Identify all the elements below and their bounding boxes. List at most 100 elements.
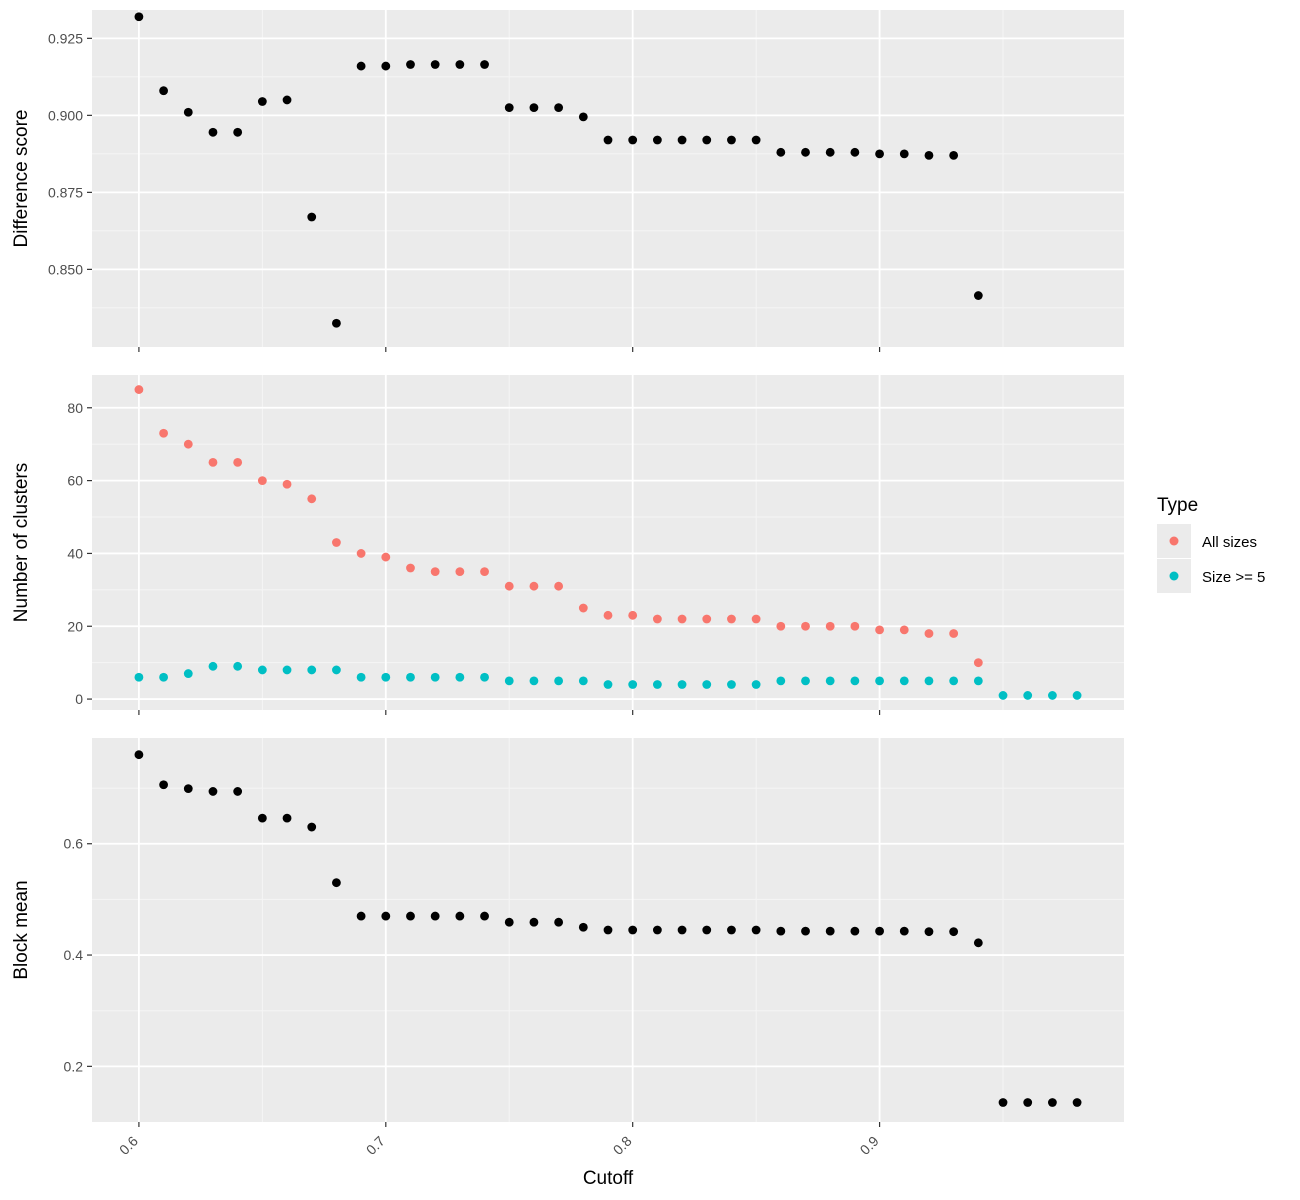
x-tick-label: 0.7 bbox=[363, 1133, 388, 1158]
data-point bbox=[578, 922, 588, 932]
data-point bbox=[356, 672, 366, 682]
data-point bbox=[307, 822, 317, 832]
data-point bbox=[159, 672, 168, 682]
data-point bbox=[628, 610, 638, 620]
legend-key-all-sizes bbox=[1169, 536, 1179, 546]
data-point bbox=[1023, 1098, 1033, 1107]
x-tick-label: 0.6 bbox=[116, 1133, 141, 1158]
y-tick-label: 0.850 bbox=[48, 261, 83, 277]
panel-number-of-clusters: 0 20 40 60 80 Number of clusters bbox=[11, 375, 1124, 715]
series-size-5 bbox=[134, 661, 1082, 700]
data-point bbox=[727, 614, 736, 624]
data-point bbox=[430, 567, 440, 577]
data-point bbox=[776, 147, 786, 157]
legend-label-all-sizes: All sizes bbox=[1202, 534, 1257, 551]
data-point bbox=[578, 112, 588, 122]
data-point bbox=[899, 926, 909, 936]
x-axis-title: Cutoff bbox=[583, 1168, 634, 1189]
y-axis-title: Difference score bbox=[11, 110, 32, 248]
y-tick-label: 80 bbox=[67, 400, 83, 416]
data-point bbox=[183, 784, 193, 794]
data-point bbox=[406, 60, 415, 69]
data-point bbox=[406, 563, 415, 573]
data-point bbox=[751, 925, 761, 935]
data-point bbox=[850, 621, 860, 631]
data-point bbox=[233, 127, 243, 137]
data-point bbox=[776, 621, 786, 631]
data-point bbox=[652, 614, 662, 624]
y-tick-label: 0.2 bbox=[64, 1058, 84, 1074]
data-point bbox=[134, 672, 144, 682]
data-point bbox=[603, 925, 613, 935]
data-point bbox=[529, 581, 539, 591]
data-point bbox=[406, 672, 415, 682]
y-tick-label: 0.875 bbox=[48, 184, 83, 200]
data-point bbox=[282, 813, 292, 823]
data-point bbox=[899, 149, 909, 159]
data-point bbox=[430, 911, 440, 921]
data-point bbox=[208, 127, 218, 137]
data-point bbox=[801, 621, 810, 631]
data-point bbox=[603, 135, 613, 145]
data-point bbox=[282, 479, 292, 489]
data-point bbox=[603, 610, 613, 620]
x-tick-label: 0.9 bbox=[857, 1133, 882, 1158]
x-tick-label: 0.8 bbox=[610, 1133, 635, 1158]
data-point bbox=[257, 476, 267, 485]
data-point bbox=[183, 107, 193, 117]
data-point bbox=[875, 149, 884, 159]
data-point bbox=[702, 925, 712, 935]
legend-title: Type bbox=[1157, 495, 1198, 516]
data-point bbox=[134, 385, 144, 394]
data-point bbox=[924, 676, 934, 686]
data-point bbox=[134, 12, 144, 22]
data-point bbox=[825, 926, 835, 936]
data-point bbox=[183, 439, 193, 449]
data-point bbox=[702, 135, 712, 145]
data-point bbox=[282, 95, 292, 105]
data-point bbox=[702, 680, 712, 689]
data-point bbox=[973, 291, 983, 300]
data-point bbox=[134, 750, 144, 760]
data-point bbox=[578, 676, 588, 686]
data-point bbox=[899, 625, 909, 635]
data-point bbox=[801, 676, 810, 686]
data-point bbox=[208, 787, 218, 796]
legend: Type All sizes Size >= 5 bbox=[1157, 495, 1265, 593]
data-point bbox=[381, 672, 391, 682]
data-point bbox=[233, 787, 243, 796]
legend-label-size-5: Size >= 5 bbox=[1202, 569, 1265, 586]
data-point bbox=[554, 581, 564, 591]
data-point bbox=[356, 549, 366, 558]
data-point bbox=[455, 911, 465, 921]
data-point bbox=[159, 780, 168, 790]
y-tick-label: 60 bbox=[67, 473, 83, 489]
data-point bbox=[504, 103, 514, 113]
y-axis-title: Number of clusters bbox=[11, 463, 32, 622]
y-tick-label: 20 bbox=[67, 618, 83, 634]
data-point bbox=[949, 927, 959, 937]
data-point bbox=[430, 672, 440, 682]
data-point bbox=[603, 680, 613, 689]
data-point bbox=[998, 1098, 1008, 1107]
data-point bbox=[875, 926, 884, 936]
data-point bbox=[504, 676, 514, 686]
data-point bbox=[430, 60, 440, 69]
data-point bbox=[973, 938, 983, 948]
data-point bbox=[973, 676, 983, 686]
data-point bbox=[652, 135, 662, 145]
data-point bbox=[381, 552, 391, 562]
data-point bbox=[233, 457, 243, 467]
data-point bbox=[702, 614, 712, 624]
data-point bbox=[751, 614, 761, 624]
data-point bbox=[949, 150, 959, 160]
data-point bbox=[727, 680, 736, 689]
data-point bbox=[850, 147, 860, 157]
data-point bbox=[381, 911, 391, 921]
data-point bbox=[480, 911, 489, 921]
x-axis: 0.6 0.7 0.8 0.9 bbox=[116, 1133, 882, 1158]
y-tick-label: 40 bbox=[67, 545, 83, 561]
y-tick-label: 0.4 bbox=[64, 947, 84, 963]
data-point bbox=[875, 625, 884, 635]
data-point bbox=[332, 665, 341, 675]
